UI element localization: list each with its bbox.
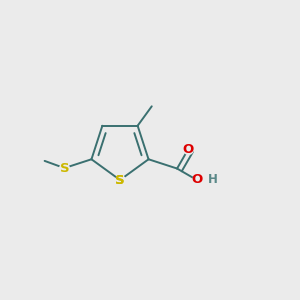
- Text: O: O: [183, 142, 194, 156]
- Text: S: S: [60, 162, 69, 175]
- Text: S: S: [115, 174, 125, 188]
- Text: O: O: [191, 173, 202, 186]
- Text: S: S: [115, 174, 125, 188]
- Text: H: H: [208, 173, 218, 186]
